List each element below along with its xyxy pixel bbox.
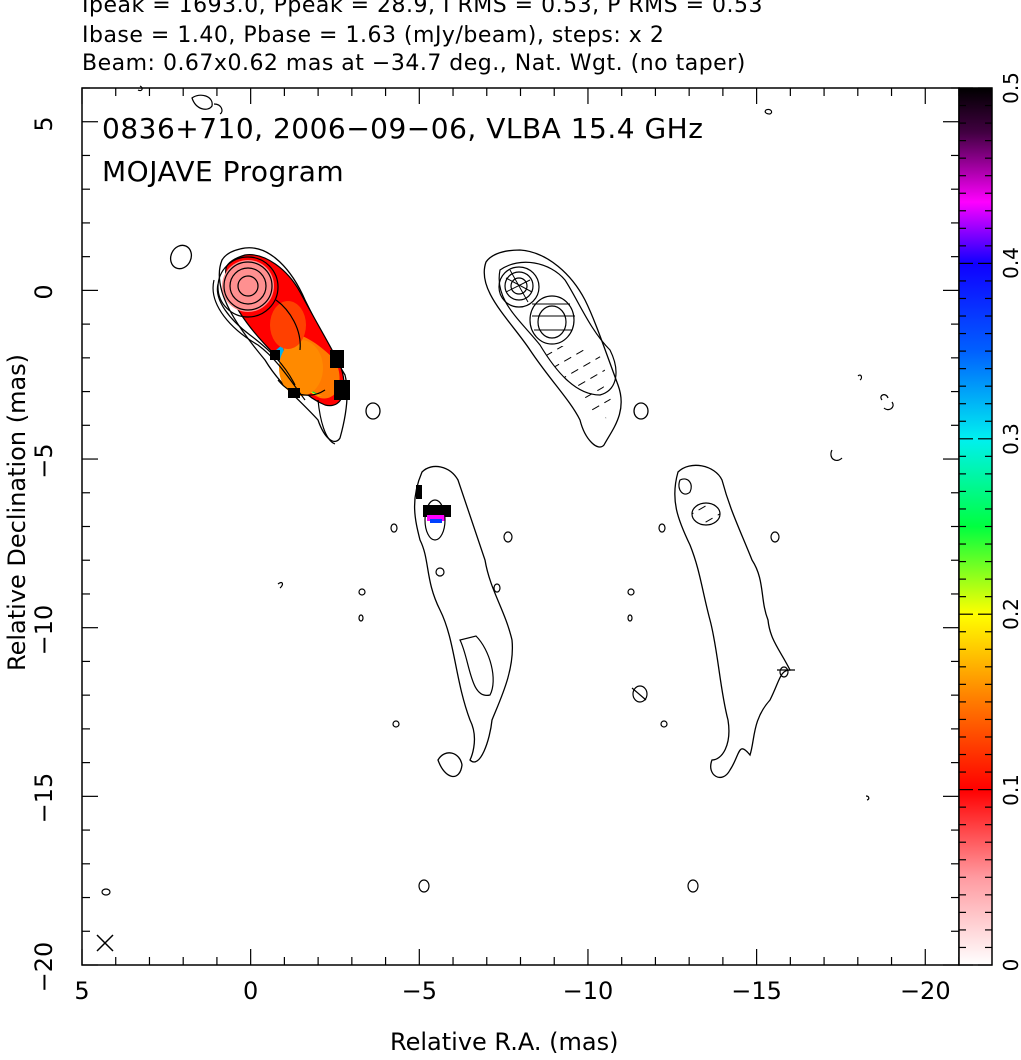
y-tick-label: −15: [30, 773, 58, 824]
x-tick-label: −15: [731, 977, 782, 1005]
x-tick-label: −20: [899, 977, 951, 1005]
colorbar-tick-label: 0.5: [999, 72, 1021, 104]
beam-marker: [96, 934, 114, 952]
panel-tapered: [277, 465, 514, 893]
plot-title-program: MOJAVE Program: [102, 155, 345, 188]
noise-contours: [101, 85, 894, 896]
x-axis-minor-ticks: [81, 88, 960, 965]
header-beam: Beam: 0.67x0.62 mas at −34.7 deg., Nat. …: [82, 51, 746, 76]
x-tick-label: −5: [401, 977, 437, 1005]
colorbar-tick-label: 0.1: [999, 773, 1021, 806]
panel-tapered-evpa: [627, 464, 795, 893]
y-axis-label: Relative Declination (mas): [3, 353, 31, 671]
y-tick-label: −20: [30, 941, 58, 993]
colorbar-tick-label: 0.4: [999, 247, 1021, 280]
y-tick-label: −10: [30, 604, 58, 656]
y-tick-label: −5: [30, 443, 58, 479]
header-peak-rms: Ipeak = 1693.0, Ppeak = 28.9, I RMS = 0.…: [82, 0, 763, 18]
colorbar-tick-label: 0.3: [999, 422, 1021, 455]
x-axis-label: Relative R.A. (mas): [390, 1028, 619, 1056]
x-tick-label: −10: [562, 977, 614, 1005]
plot-title-source: 0836+710, 2006−09−06, VLBA 15.4 GHz: [102, 112, 704, 145]
x-tick-label: 0: [243, 977, 259, 1005]
y-tick-label: 5: [30, 116, 58, 132]
y-axis-minor-ticks: [82, 87, 959, 966]
colorbar-ticks: [959, 87, 992, 966]
header-base-levels: Ibase = 1.40, Pbase = 1.63 (mJy/beam), s…: [82, 23, 665, 48]
panel-intensity-evpa: [483, 249, 649, 448]
colorbar-tick-label: 0: [999, 958, 1021, 972]
colorbar-tick-label: 0.2: [999, 598, 1021, 631]
panel-intensity-fracpol: [169, 244, 381, 445]
y-tick-label: 0: [30, 284, 58, 301]
x-tick-label: 5: [74, 977, 90, 1005]
plot-frame: [81, 87, 960, 966]
